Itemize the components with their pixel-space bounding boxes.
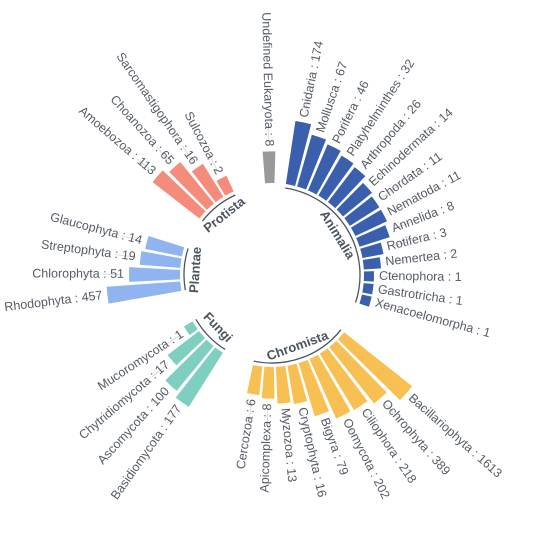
bar-bigyra xyxy=(298,359,330,417)
separator-platyhelminthes xyxy=(351,137,363,154)
bar-amoebozoa xyxy=(152,170,206,219)
separator-basidiomycota xyxy=(166,408,178,424)
separator-mollusca xyxy=(321,112,328,130)
bar-xenacoelomorpha xyxy=(359,294,372,307)
group-arcs xyxy=(183,187,361,364)
bar-mucoromycota xyxy=(183,321,198,336)
separator-chytridiomycota xyxy=(151,365,167,378)
separator-lines xyxy=(81,96,427,439)
separator-porifera xyxy=(337,123,347,141)
bar-chytridiomycota xyxy=(167,330,206,366)
label-undefined-eukaryota: Undefined Eukaryota : 8 xyxy=(259,12,276,146)
group-arc-fungi xyxy=(195,318,226,351)
label-myzozoa: Myzozoa : 13 xyxy=(278,407,299,482)
separator-rotifera xyxy=(389,241,408,247)
bar-echinodermata xyxy=(336,182,373,217)
bar-undefined-eukaryota xyxy=(262,151,276,184)
separator-chordata xyxy=(382,186,398,198)
separator-gastrotricha xyxy=(380,289,399,294)
label-ctenophora: Ctenophora : 1 xyxy=(379,269,462,284)
label-rhodophyta: Rhodophyta : 457 xyxy=(4,288,104,314)
bars-layer xyxy=(106,120,413,419)
separator-ciliophora xyxy=(364,412,376,428)
separator-apicomplexa xyxy=(266,406,269,425)
separator-echinodermata xyxy=(373,169,388,183)
separator-ascomycota xyxy=(152,391,166,406)
separator-streptophyta xyxy=(114,254,133,258)
bar-annelida xyxy=(356,225,390,247)
group-arc-animalia xyxy=(285,187,361,303)
label-apicomplexa: Apicomplexa : 8 xyxy=(257,403,274,492)
separator-myzozoa xyxy=(284,411,288,430)
bar-ciliophora xyxy=(319,348,368,411)
bar-basidiomycota xyxy=(175,347,223,407)
bar-sulcozoa xyxy=(216,175,234,196)
separator-nemertea xyxy=(388,259,407,263)
separator-cnidaria xyxy=(304,96,310,115)
bar-chordata xyxy=(344,196,380,226)
group-label-chromista: Chromista xyxy=(265,327,331,363)
bar-cryptophyta xyxy=(287,363,308,405)
bar-streptophyta xyxy=(139,251,182,268)
bar-arthropoda xyxy=(327,167,366,209)
bar-porifera xyxy=(308,144,341,195)
separator-bacillariophyta xyxy=(411,398,427,411)
separator-cercozoa xyxy=(248,402,253,420)
bar-gastrotricha xyxy=(362,283,374,295)
separator-arthropoda xyxy=(364,151,378,166)
group-arc-plantae xyxy=(183,248,189,291)
label-chlorophyta: Chlorophyta : 51 xyxy=(32,266,124,280)
bar-glaucophyta xyxy=(145,235,185,257)
separator-rhodophyta xyxy=(81,295,100,299)
separator-bigyra xyxy=(324,421,332,439)
bar-chlorophyta xyxy=(129,267,181,282)
bar-ctenophora xyxy=(363,271,374,282)
separator-cryptophyta xyxy=(301,410,307,429)
separator-annelida xyxy=(394,221,413,229)
bar-bacillariophyta xyxy=(337,332,413,401)
group-arc-chromista xyxy=(253,329,342,364)
bar-platyhelminthes xyxy=(318,155,354,201)
bar-mollusca xyxy=(297,134,327,190)
group-label-fungi: Fungi xyxy=(200,309,235,345)
separator-mucoromycota xyxy=(164,334,181,346)
bar-rotifera xyxy=(360,242,384,258)
group-label-plantae: Plantae xyxy=(186,246,204,293)
label-cercozoa: Cercozoa : 6 xyxy=(234,398,259,470)
separator-sulcozoa xyxy=(208,154,219,172)
bar-ascomycota xyxy=(165,339,214,391)
separator-glaucophyta xyxy=(121,235,140,241)
separator-xenacoelomorpha xyxy=(378,303,396,310)
bar-ochrophyta xyxy=(329,340,387,404)
bar-choanozoa xyxy=(169,161,215,210)
separator-ochrophyta xyxy=(385,403,399,418)
separator-amoebozoa xyxy=(137,158,152,172)
bar-oomycota xyxy=(309,354,351,419)
separator-oomycota xyxy=(346,422,356,439)
bar-apicomplexa xyxy=(261,366,275,399)
group-arc-protista xyxy=(201,194,236,222)
separator-nematoda xyxy=(390,202,408,213)
bar-sarcomastigophora xyxy=(191,163,224,203)
separator-choanozoa xyxy=(156,147,170,162)
bar-myzozoa xyxy=(275,366,291,404)
bar-nematoda xyxy=(350,209,388,237)
bar-nemertea xyxy=(362,257,382,270)
bar-rhodophyta xyxy=(106,281,182,304)
bar-cercozoa xyxy=(247,365,263,396)
bar-cnidaria xyxy=(285,120,312,186)
separator-sarcomastigophora xyxy=(182,145,194,162)
